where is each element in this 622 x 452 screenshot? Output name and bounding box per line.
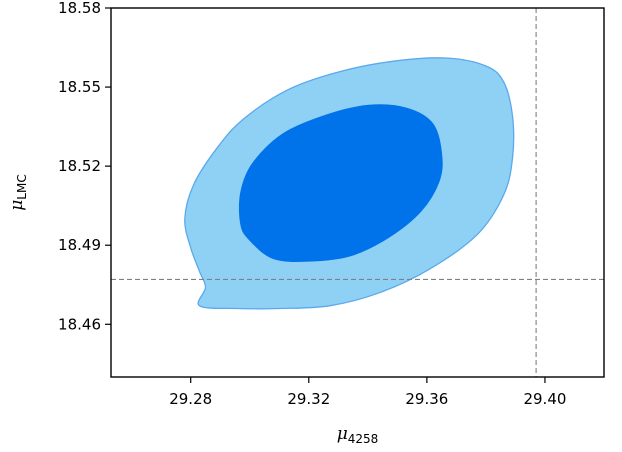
reference-lines (111, 8, 604, 377)
x-tick-label: 29.40 (523, 390, 566, 408)
x-tick-label: 29.32 (287, 390, 330, 408)
y-tick-label: 18.58 (58, 0, 101, 17)
y-axis-label-sub: LMC (15, 174, 29, 199)
y-tick-label: 18.49 (58, 236, 101, 254)
x-axis-ticks: 29.28 29.32 29.36 29.40 (169, 377, 566, 408)
contour-layer (184, 57, 515, 310)
plot-frame (110, 7, 605, 378)
y-axis-label-main: μ (7, 200, 27, 211)
x-tick-label: 29.28 (169, 390, 212, 408)
y-tick-label: 18.55 (58, 78, 101, 96)
x-axis-label-main: μ (337, 424, 348, 444)
y-tick-label: 18.52 (58, 157, 101, 175)
x-axis-label: μ4258 (337, 424, 379, 446)
x-tick-label: 29.36 (405, 390, 448, 408)
contour-inner (238, 104, 443, 262)
y-axis-label: μLMC (7, 174, 29, 210)
y-axis-ticks: 18.46 18.49 18.52 18.55 18.58 (58, 0, 111, 333)
x-axis-label-sub: 4258 (348, 432, 379, 446)
y-tick-label: 18.46 (58, 315, 101, 333)
